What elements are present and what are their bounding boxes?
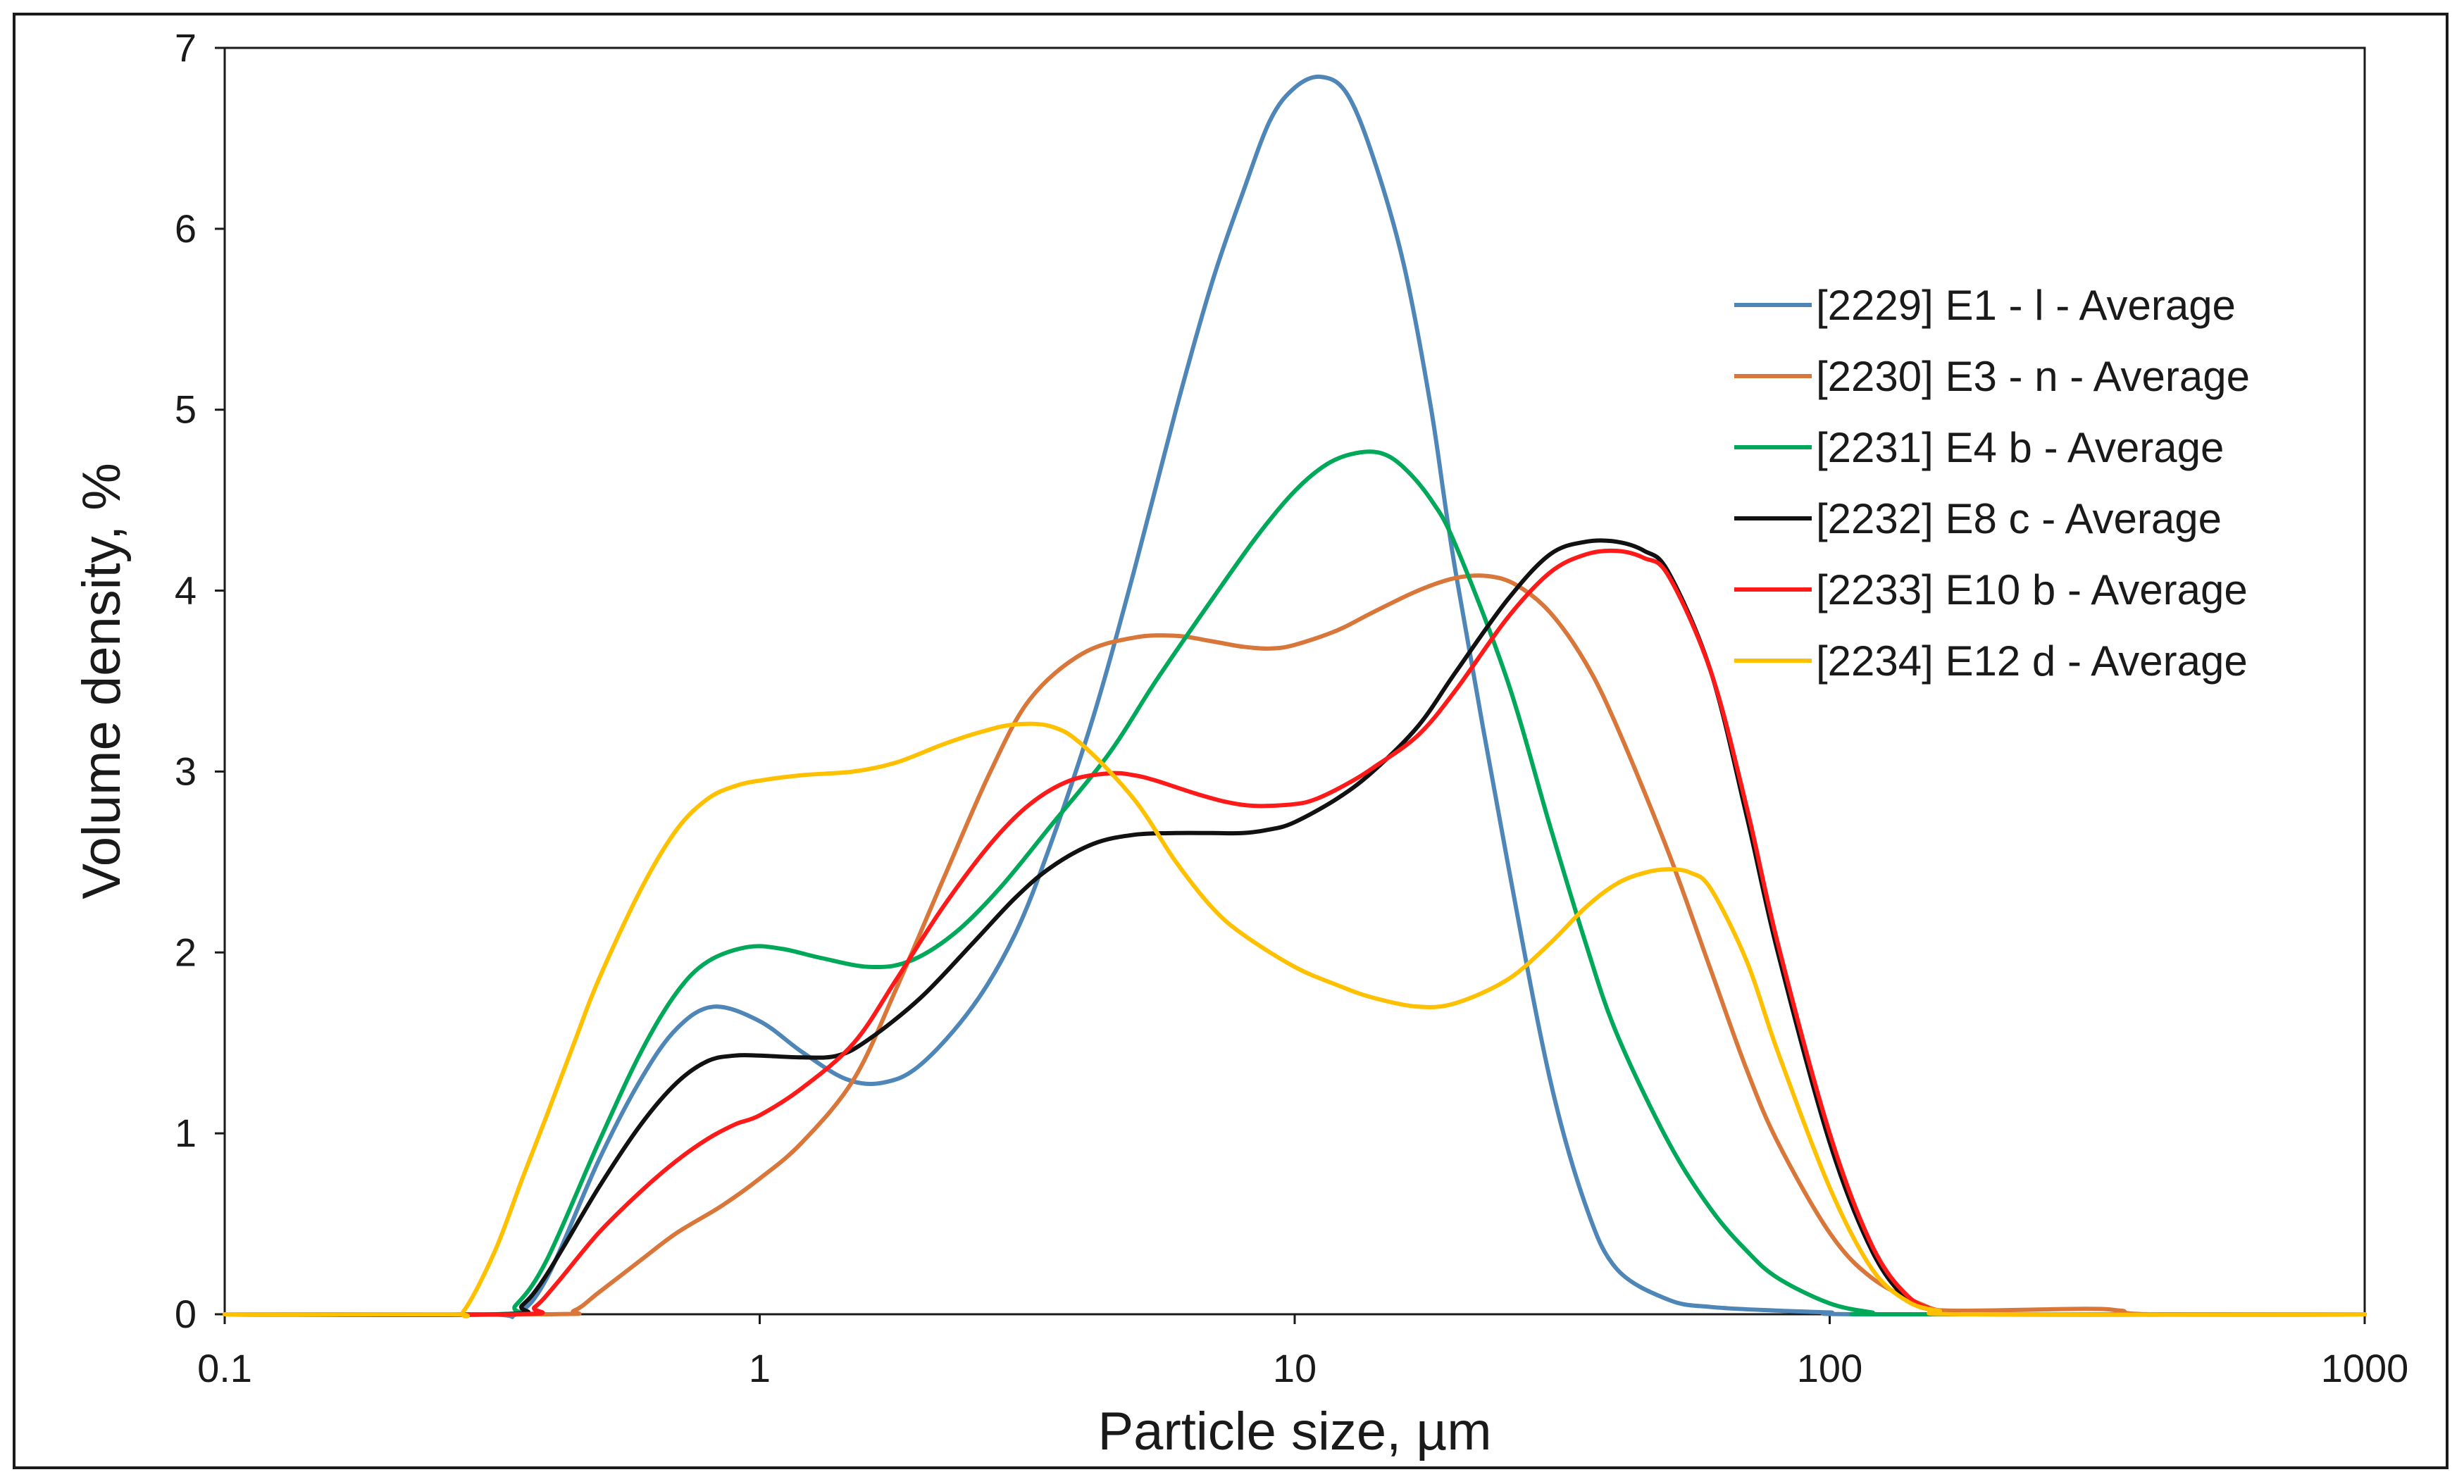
y-tick-label: 7 — [175, 25, 197, 70]
series-layer — [223, 74, 2367, 1319]
series-line-4 — [223, 538, 2367, 1317]
x-tick-label: 100 — [1797, 1346, 1862, 1390]
legend-item: [2232] E8 c - Average — [1734, 495, 2222, 542]
series-line-2 — [223, 573, 2367, 1317]
series-line-3 — [223, 449, 2367, 1317]
series-line-5 — [223, 548, 2367, 1317]
legend-item: [2234] E12 d - Average — [1734, 637, 2248, 685]
legend-label: [2233] E10 b - Average — [1816, 566, 2248, 613]
legend: [2229] E1 - l - Average [2230] E3 - n - A… — [1734, 282, 2250, 685]
y-tick-label: 0 — [175, 1292, 197, 1336]
legend-label: [2231] E4 b - Average — [1816, 424, 2224, 471]
y-tick-label: 3 — [175, 749, 197, 793]
y-tick-label: 2 — [175, 930, 197, 974]
legend-item: [2231] E4 b - Average — [1734, 424, 2224, 471]
legend-item: [2229] E1 - l - Average — [1734, 282, 2236, 329]
legend-label: [2234] E12 d - Average — [1816, 637, 2248, 685]
plot-area — [223, 46, 2366, 1316]
series-line-6 — [223, 721, 2367, 1318]
x-axis-title: Particle size, µm — [1097, 1402, 1491, 1461]
x-tick-label: 1000 — [2321, 1346, 2409, 1390]
x-tick-label: 10 — [1273, 1346, 1317, 1390]
series-line-1 — [223, 74, 2367, 1319]
y-tick-label: 4 — [175, 568, 197, 613]
y-tick-label: 6 — [175, 206, 197, 251]
x-axis-ticks: 0.1 1 10 100 1000 — [197, 1314, 2408, 1390]
legend-label: [2229] E1 - l - Average — [1816, 282, 2236, 329]
legend-label: [2232] E8 c - Average — [1816, 495, 2222, 542]
y-tick-label: 1 — [175, 1111, 197, 1155]
y-axis-title: Volume density, % — [72, 463, 132, 899]
legend-item: [2230] E3 - n - Average — [1734, 353, 2250, 400]
x-tick-label: 0.1 — [197, 1346, 252, 1390]
legend-label: [2230] E3 - n - Average — [1816, 353, 2250, 400]
y-axis-ticks: 0 1 2 3 4 5 6 7 — [175, 25, 225, 1336]
legend-item: [2233] E10 b - Average — [1734, 566, 2248, 613]
y-tick-label: 5 — [175, 387, 197, 432]
x-tick-label: 1 — [749, 1346, 771, 1390]
